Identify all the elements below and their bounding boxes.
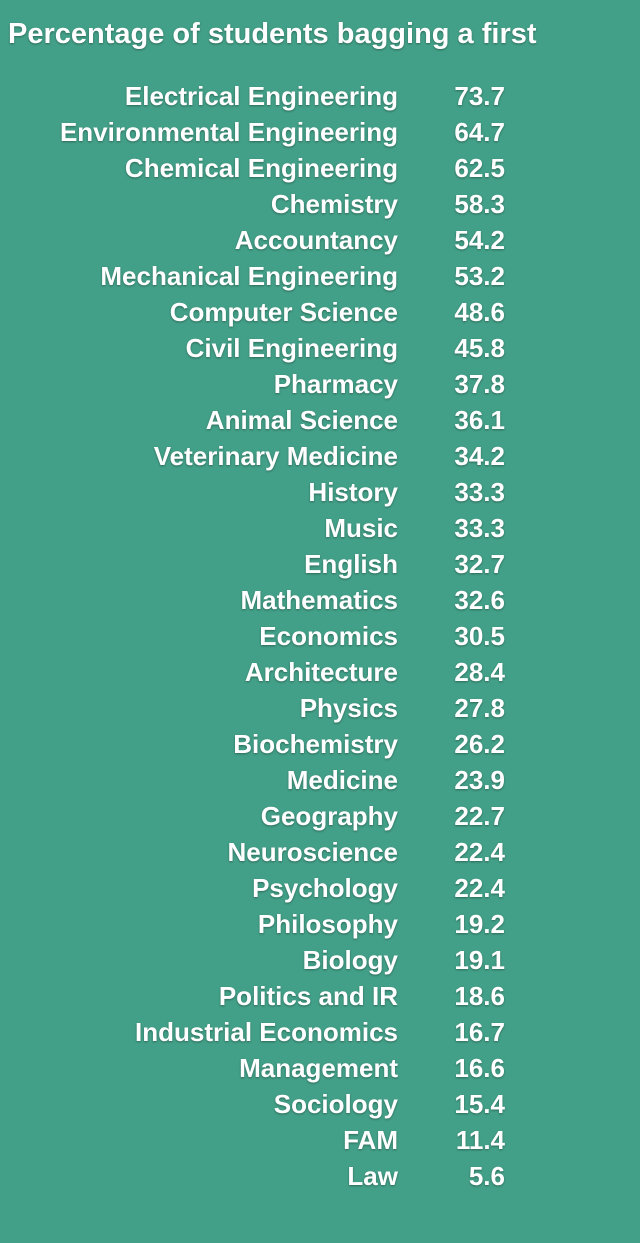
subject-label: Civil Engineering	[185, 333, 398, 363]
percentage-value: 22.4	[454, 837, 505, 867]
table-row: Chemistry 58.3	[0, 186, 640, 222]
subject-label: History	[308, 477, 398, 507]
table-row: English 32.7	[0, 546, 640, 582]
percentage-value: 19.2	[454, 909, 505, 939]
percentage-value: 32.6	[454, 585, 505, 615]
title: Percentage of students bagging a first	[8, 18, 537, 50]
table-row: Politics and IR 18.6	[0, 978, 640, 1014]
percentage-value: 11.4	[455, 1125, 505, 1155]
subject-label: Medicine	[286, 765, 398, 795]
subject-label: Psychology	[252, 873, 398, 903]
percentage-value: 64.7	[454, 117, 505, 147]
table-row: Accountancy 54.2	[0, 222, 640, 258]
table-row: Neuroscience 22.4	[0, 834, 640, 870]
percentage-value: 15.4	[454, 1089, 505, 1119]
subject-label: Music	[324, 513, 398, 543]
subject-label: Physics	[299, 693, 398, 723]
table-row: Physics 27.8	[0, 690, 640, 726]
subject-label: Neuroscience	[227, 837, 398, 867]
percentage-value: 22.4	[454, 873, 505, 903]
subject-label: Electrical Engineering	[124, 81, 398, 111]
percentage-value: 19.1	[454, 945, 505, 975]
subject-label: Industrial Economics	[135, 1017, 398, 1047]
percentage-value: 16.7	[454, 1017, 505, 1047]
table-row: Medicine 23.9	[0, 762, 640, 798]
table-row: Computer Science 48.6	[0, 294, 640, 330]
table-row: Economics 30.5	[0, 618, 640, 654]
table-row: Mathematics 32.6	[0, 582, 640, 618]
percentage-value: 34.2	[454, 441, 505, 471]
percentage-value: 33.3	[454, 477, 505, 507]
subject-label: English	[304, 549, 398, 579]
percentage-value: 58.3	[454, 189, 505, 219]
subject-label: Philosophy	[257, 909, 398, 939]
subject-label: Accountancy	[234, 225, 398, 255]
percentage-value: 27.8	[454, 693, 505, 723]
percentage-value: 18.6	[454, 981, 505, 1011]
subject-label: Geography	[260, 801, 398, 831]
table-row: Veterinary Medicine 34.2	[0, 438, 640, 474]
percentage-value: 36.1	[454, 405, 505, 435]
table-row: Sociology 15.4	[0, 1086, 640, 1122]
percentage-value: 45.8	[454, 333, 505, 363]
table-row: Psychology 22.4	[0, 870, 640, 906]
subject-label: Law	[347, 1161, 398, 1191]
table-row: Geography 22.7	[0, 798, 640, 834]
subject-label: Politics and IR	[218, 981, 398, 1011]
table-row: Law 5.6	[0, 1158, 640, 1194]
subject-label: Biochemistry	[233, 729, 398, 759]
table-row: Environmental Engineering 64.7	[0, 114, 640, 150]
table-row: FAM 11.4	[0, 1122, 640, 1158]
percentage-value: 26.2	[454, 729, 505, 759]
percentage-value: 23.9	[454, 765, 505, 795]
subject-label: Mechanical Engineering	[100, 261, 398, 291]
subject-label: FAM	[343, 1125, 398, 1155]
subject-label: Management	[239, 1053, 398, 1083]
table-row: Electrical Engineering 73.7	[0, 78, 640, 114]
percentage-value: 5.6	[468, 1161, 505, 1191]
subject-label: Economics	[259, 621, 398, 651]
table-row: Music 33.3	[0, 510, 640, 546]
percentage-value: 30.5	[454, 621, 505, 651]
table-row: Architecture 28.4	[0, 654, 640, 690]
subject-label: Chemistry	[270, 189, 398, 219]
percentage-value: 37.8	[454, 369, 505, 399]
subject-label: Animal Science	[205, 405, 398, 435]
table-row: Animal Science 36.1	[0, 402, 640, 438]
subject-label: Chemical Engineering	[124, 153, 398, 183]
percentage-value: 22.7	[454, 801, 505, 831]
subject-label: Pharmacy	[273, 369, 398, 399]
percentage-value: 53.2	[454, 261, 505, 291]
subject-label: Architecture	[244, 657, 398, 687]
subject-label: Biology	[302, 945, 398, 975]
table-row: Biology 19.1	[0, 942, 640, 978]
table-row: Mechanical Engineering 53.2	[0, 258, 640, 294]
table-row: Civil Engineering 45.8	[0, 330, 640, 366]
table-row: Biochemistry 26.2	[0, 726, 640, 762]
percentage-value: 48.6	[454, 297, 505, 327]
table-row: Philosophy 19.2	[0, 906, 640, 942]
subject-label: Veterinary Medicine	[153, 441, 398, 471]
percentage-value: 73.7	[454, 81, 505, 111]
table-row: Management 16.6	[0, 1050, 640, 1086]
percentage-value: 32.7	[454, 549, 505, 579]
percentage-value: 62.5	[454, 153, 505, 183]
table-row: History 33.3	[0, 474, 640, 510]
table-row: Industrial Economics 16.7	[0, 1014, 640, 1050]
subject-label: Computer Science	[169, 297, 398, 327]
percentage-value: 28.4	[454, 657, 505, 687]
table-row: Chemical Engineering 62.5	[0, 150, 640, 186]
percentage-value: 16.6	[454, 1053, 505, 1083]
subject-label: Sociology	[273, 1089, 398, 1119]
table-row: Pharmacy 37.8	[0, 366, 640, 402]
percentage-value: 54.2	[454, 225, 505, 255]
subject-label: Environmental Engineering	[59, 117, 398, 147]
percentage-value: 33.3	[454, 513, 505, 543]
subject-label: Mathematics	[240, 585, 399, 615]
